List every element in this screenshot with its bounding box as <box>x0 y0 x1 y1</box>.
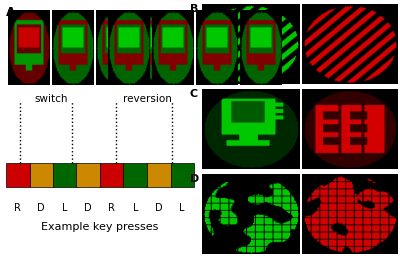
Bar <box>6 163 30 187</box>
Bar <box>100 163 124 187</box>
Text: D: D <box>38 203 45 213</box>
Text: D: D <box>155 203 162 213</box>
Text: A: A <box>6 6 16 19</box>
Bar <box>170 163 194 187</box>
Text: L: L <box>180 203 185 213</box>
Bar <box>76 163 100 187</box>
Text: L: L <box>132 203 138 213</box>
Text: R: R <box>108 203 115 213</box>
Text: C: C <box>190 89 198 99</box>
Text: R: R <box>14 203 21 213</box>
Text: L: L <box>62 203 68 213</box>
Text: reversion: reversion <box>122 94 172 104</box>
Text: B: B <box>190 4 198 14</box>
Text: Example key presses: Example key presses <box>41 222 159 232</box>
Text: switch: switch <box>34 94 68 104</box>
Bar <box>147 163 170 187</box>
Bar <box>124 163 147 187</box>
Text: D: D <box>84 203 92 213</box>
Text: D: D <box>190 174 199 184</box>
Bar <box>53 163 76 187</box>
Bar <box>30 163 53 187</box>
